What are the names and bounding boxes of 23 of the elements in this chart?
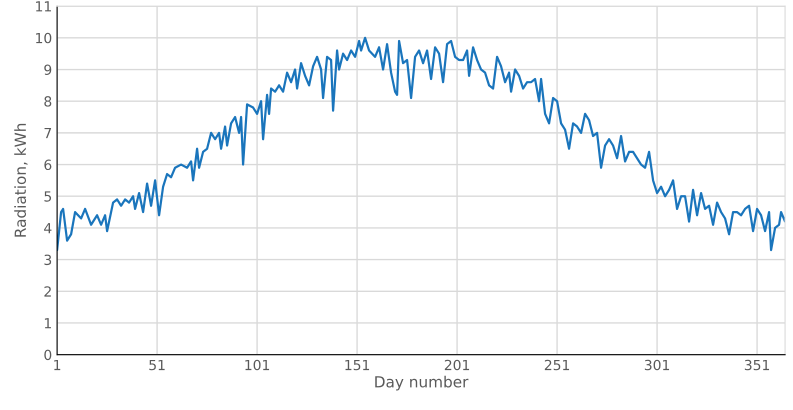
y-tick-label: 0 <box>44 350 52 360</box>
y-tick-label: 8 <box>44 96 52 107</box>
x-tick-label: 51 <box>149 360 165 370</box>
y-tick-label: 5 <box>44 191 52 202</box>
x-tick-label: 151 <box>345 360 370 370</box>
y-tick-label: 11 <box>36 1 51 12</box>
y-tick-label: 3 <box>44 254 52 266</box>
x-tick-label: 301 <box>644 360 670 370</box>
y-tick-label: 10 <box>36 32 52 44</box>
y-tick-label: 4 <box>44 223 52 234</box>
x-tick-label: 251 <box>544 360 570 370</box>
y-tick-label: 9 <box>44 64 52 75</box>
y-axis-title: Radiation, kWh <box>14 124 28 237</box>
x-tick-label: 1 <box>54 360 60 370</box>
y-tick-label: 2 <box>44 286 51 297</box>
line-series <box>57 36 786 252</box>
x-tick-label: 101 <box>245 360 270 370</box>
x-tick-label: 351 <box>744 360 770 370</box>
y-tick-label: 1 <box>44 318 51 328</box>
x-axis-title: Day number <box>375 376 468 391</box>
x-tick-label: 201 <box>444 360 470 370</box>
y-tick-label: 7 <box>44 128 52 138</box>
y-tick-label: 6 <box>44 160 52 170</box>
